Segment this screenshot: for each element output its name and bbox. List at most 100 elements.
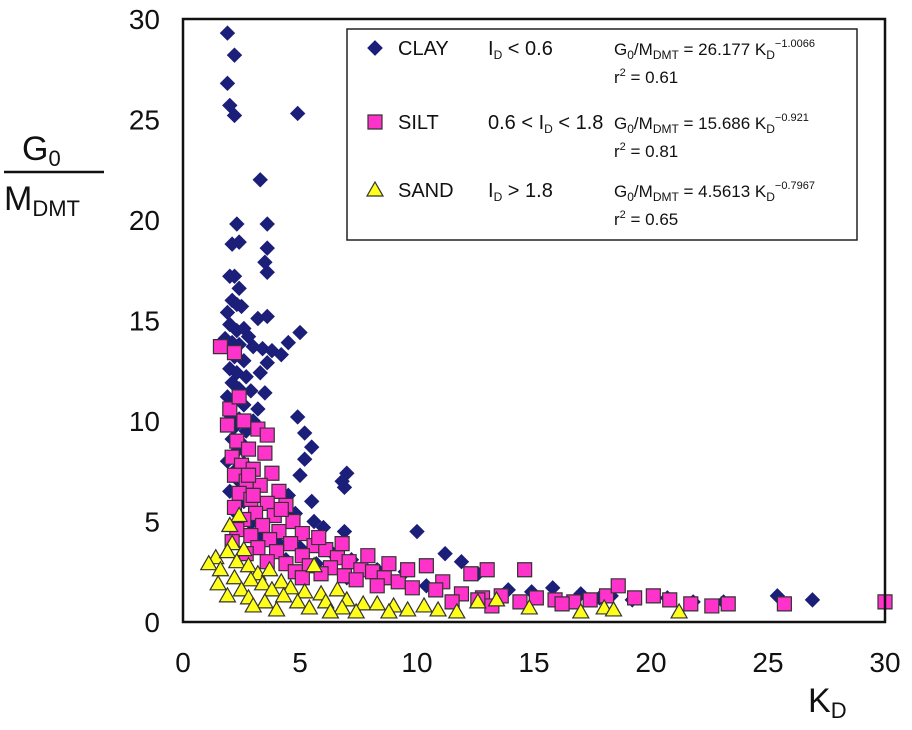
y-tick-label: 5 (144, 507, 160, 538)
data-point-clay (292, 467, 308, 483)
data-point-clay (296, 451, 313, 467)
series-silt (212, 339, 893, 614)
data-point-sand (305, 556, 324, 573)
data-point-silt (226, 345, 243, 361)
plot-area (181, 17, 893, 624)
y-tick-label: 20 (129, 205, 160, 236)
x-tick-label: 30 (869, 647, 900, 678)
data-point-silt (463, 566, 479, 582)
data-point-sand (398, 600, 417, 617)
data-points (199, 25, 893, 619)
legend-equation-sand: G0/MDMT = 4.5613 KD−0.7967 (614, 180, 815, 204)
data-point-clay (231, 234, 247, 250)
legend-marker-clay (367, 40, 383, 56)
data-point-sand (571, 602, 590, 619)
legend-r2-sand: r2 = 0.65 (614, 209, 678, 229)
data-point-silt (517, 562, 533, 578)
data-point-silt (212, 339, 229, 355)
legend-label-sand: SAND (398, 180, 454, 202)
data-point-clay (259, 264, 275, 280)
legend-marker-silt (367, 114, 383, 130)
data-point-clay (259, 355, 275, 371)
x-tick-label: 15 (518, 647, 549, 678)
data-point-sand (300, 598, 319, 615)
data-point-sand (368, 594, 387, 611)
legend-r2-clay: r2 = 0.61 (614, 67, 678, 87)
data-point-clay (240, 328, 257, 345)
legend-equation-clay: G0/MDMT = 26.177 KD−1.0066 (614, 38, 815, 62)
data-point-silt (479, 562, 495, 578)
data-point-silt (257, 445, 273, 461)
y-axis-title-denominator: MDMT (4, 180, 80, 221)
data-point-sand (274, 586, 293, 603)
legend-label-clay: CLAY (398, 38, 449, 60)
data-point-clay (804, 592, 821, 608)
legend-marker-sand (365, 180, 385, 197)
data-point-sand (321, 602, 340, 619)
data-point-sand (253, 574, 272, 591)
data-point-clay (252, 172, 268, 188)
data-point-silt (645, 588, 661, 604)
data-point-sand (241, 570, 260, 587)
data-point-silt (381, 556, 397, 572)
y-tick-label: 0 (144, 607, 160, 638)
x-tick-label: 10 (401, 647, 432, 678)
y-tick-label: 15 (129, 306, 160, 337)
data-point-sand (225, 568, 244, 585)
data-point-silt (683, 596, 699, 612)
data-point-silt (259, 427, 275, 443)
data-point-clay (226, 268, 243, 284)
data-point-silt (418, 558, 434, 574)
data-point-clay (259, 308, 275, 325)
legend-condition-silt: 0.6 < ID < 1.8 (488, 112, 603, 136)
data-point-sand (347, 602, 366, 619)
x-tick-label: 20 (635, 647, 666, 678)
data-point-clay (219, 75, 236, 92)
data-point-silt (236, 413, 252, 429)
data-point-clay (226, 47, 243, 63)
legend-condition-clay: ID < 0.6 (488, 38, 553, 62)
data-point-clay (238, 369, 254, 385)
data-point-sand (218, 542, 237, 559)
data-point-sand (267, 600, 286, 617)
y-tick-label: 30 (129, 4, 160, 35)
legend-entry-sand: SAND ID > 1.8 G0/MDMT = 4.5613 KD−0.7967… (365, 180, 815, 229)
data-point-clay (292, 324, 308, 341)
data-point-clay (233, 298, 250, 315)
data-point-clay (219, 25, 236, 41)
data-point-silt (662, 592, 678, 608)
data-point-silt (334, 536, 350, 552)
y-tick-label: 10 (129, 406, 160, 437)
y-tick-label: 25 (129, 105, 160, 136)
legend: CLAY ID < 0.6 G0/MDMT = 26.177 KD−1.0066… (346, 28, 858, 241)
y-axis-ticks: 0 5 10 15 20 25 30 (129, 4, 160, 638)
data-point-sand (447, 602, 466, 619)
data-point-sand (230, 506, 249, 523)
data-point-clay (289, 409, 306, 425)
data-point-silt (245, 487, 261, 503)
data-point-sand (239, 556, 258, 573)
data-point-silt (400, 562, 416, 578)
data-point-clay (222, 97, 238, 114)
data-point-silt (294, 570, 310, 586)
legend-equation-silt: G0/MDMT = 15.686 KD−0.921 (614, 112, 809, 136)
data-point-clay (245, 338, 261, 355)
data-point-clay (229, 216, 245, 232)
data-point-silt (428, 582, 444, 598)
data-point-clay (303, 439, 320, 455)
data-point-clay (250, 401, 266, 417)
data-point-clay (259, 240, 275, 256)
data-point-sand (288, 592, 307, 609)
data-point-sand (220, 516, 239, 533)
data-point-sand (468, 592, 487, 609)
data-point-silt (311, 529, 327, 546)
x-tick-label: 0 (175, 647, 191, 678)
series-sand (199, 506, 689, 619)
data-point-clay (226, 107, 243, 124)
data-point-clay (273, 346, 289, 363)
data-point-clay (257, 385, 273, 401)
data-point-sand (209, 574, 228, 591)
x-axis-title: KD (808, 682, 847, 723)
data-point-clay (409, 523, 425, 540)
